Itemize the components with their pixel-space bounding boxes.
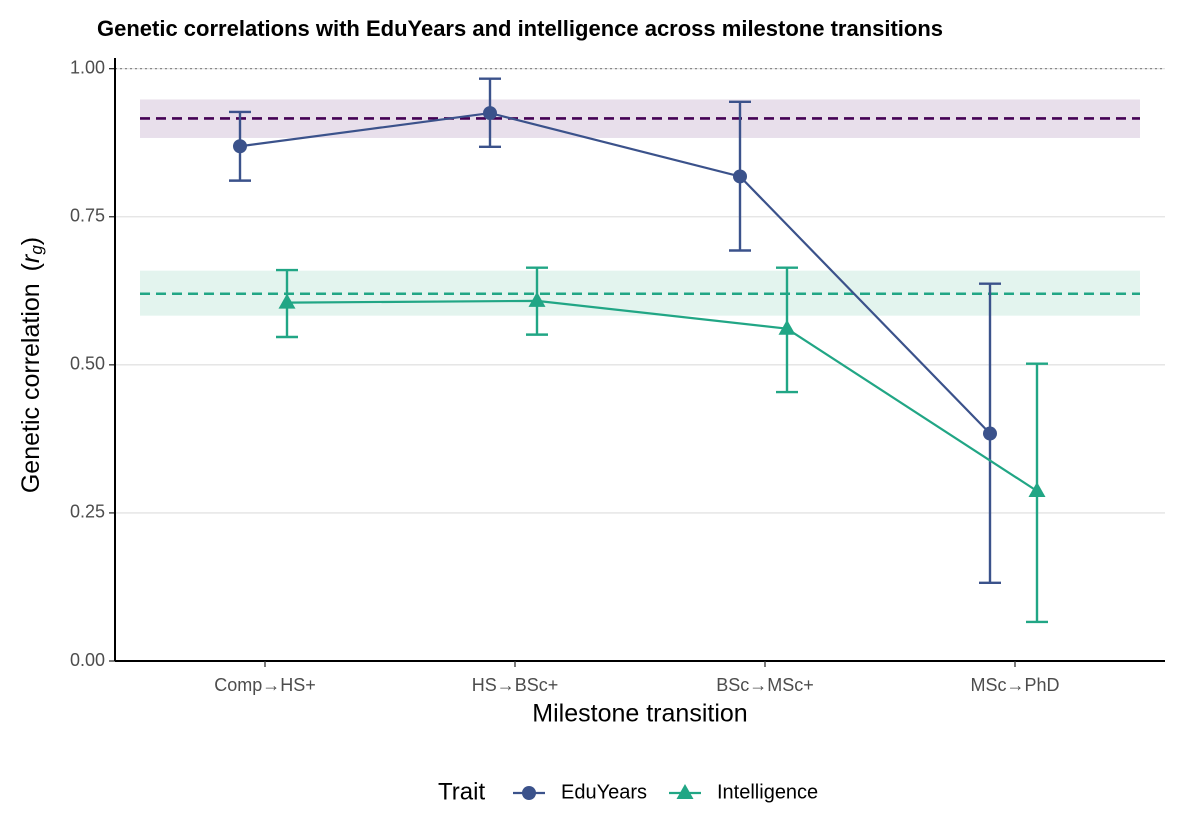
point <box>983 426 997 441</box>
chart-title: Genetic correlations with EduYears and i… <box>97 16 943 41</box>
legend-label: EduYears <box>561 781 647 803</box>
point <box>528 291 546 307</box>
x-tick-label: HS→BSc+ <box>472 675 559 695</box>
series-line <box>286 299 1038 492</box>
y-label-subscript: g <box>27 245 46 255</box>
x-tick-label: BSc→MSc+ <box>716 675 814 695</box>
legend-label: Intelligence <box>717 781 818 803</box>
point <box>278 293 296 309</box>
point <box>778 319 796 335</box>
x-axis-label: Milestone transition <box>532 700 747 728</box>
x-tick-label: Comp→HS+ <box>214 675 316 695</box>
legend-title: Trait <box>438 778 485 805</box>
y-label-symbol: r <box>17 253 45 263</box>
y-tick-label: 1.00 <box>70 57 105 77</box>
y-label-text: Genetic correlation <box>17 283 45 493</box>
point <box>483 106 497 121</box>
y-tick-label: 0.50 <box>70 354 105 374</box>
point <box>233 139 247 154</box>
y-label-open: ( <box>17 262 45 271</box>
y-tick-label: 0.00 <box>70 650 105 670</box>
legend-marker <box>676 784 694 799</box>
legend-marker <box>522 786 536 800</box>
y-axis-label: Genetic correlation (rg) <box>17 237 47 493</box>
y-tick-label: 0.75 <box>70 205 105 225</box>
point <box>733 169 747 184</box>
y-label-close: ) <box>17 237 45 245</box>
y-tick-label: 0.25 <box>70 502 105 522</box>
point <box>1028 481 1046 497</box>
series-line <box>239 111 991 435</box>
x-tick-label: MSc→PhD <box>970 675 1059 695</box>
